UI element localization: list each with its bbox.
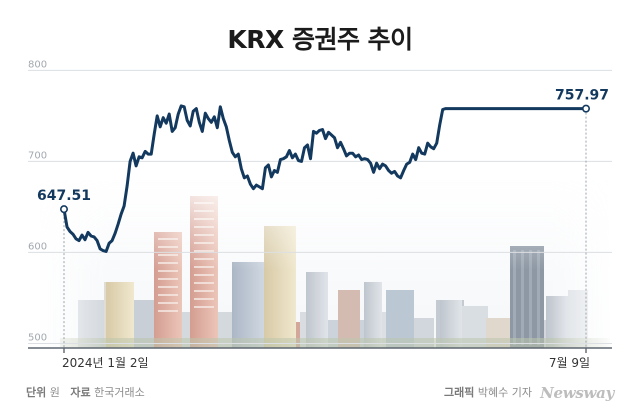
y-tick-label: 600: [28, 241, 47, 252]
unit-label: 단위: [26, 386, 47, 399]
x-end-label: 7월 9일: [549, 356, 590, 370]
credit-value: 박혜수 기자: [477, 386, 532, 399]
y-tick-label: 500: [28, 332, 47, 343]
source-value: 한국거래소: [94, 386, 145, 399]
source-label: 자료: [70, 386, 91, 399]
y-axis: 800 700 600 500: [28, 59, 47, 343]
gridlines: [28, 69, 612, 344]
series-line: [62, 104, 588, 253]
footer-credit: 그래픽 박혜수 기자: [444, 384, 532, 400]
chart-title: KRX 증권주 추이: [227, 25, 413, 54]
x-start-label: 2024년 1월 2일: [62, 356, 149, 370]
y-tick-label: 800: [28, 59, 47, 70]
footer-source: 단위 원 자료 한국거래소: [26, 384, 145, 400]
skyline-illustration: [40, 180, 610, 348]
start-value-label: 647.51: [37, 188, 91, 204]
end-value-label: 757.97: [555, 88, 609, 104]
newsway-logo: Newsway: [540, 384, 614, 402]
end-point: [581, 104, 590, 113]
start-point: [59, 205, 68, 214]
y-tick-label: 700: [28, 150, 47, 161]
unit-value: 원: [49, 386, 60, 399]
credit-label: 그래픽: [444, 386, 475, 399]
